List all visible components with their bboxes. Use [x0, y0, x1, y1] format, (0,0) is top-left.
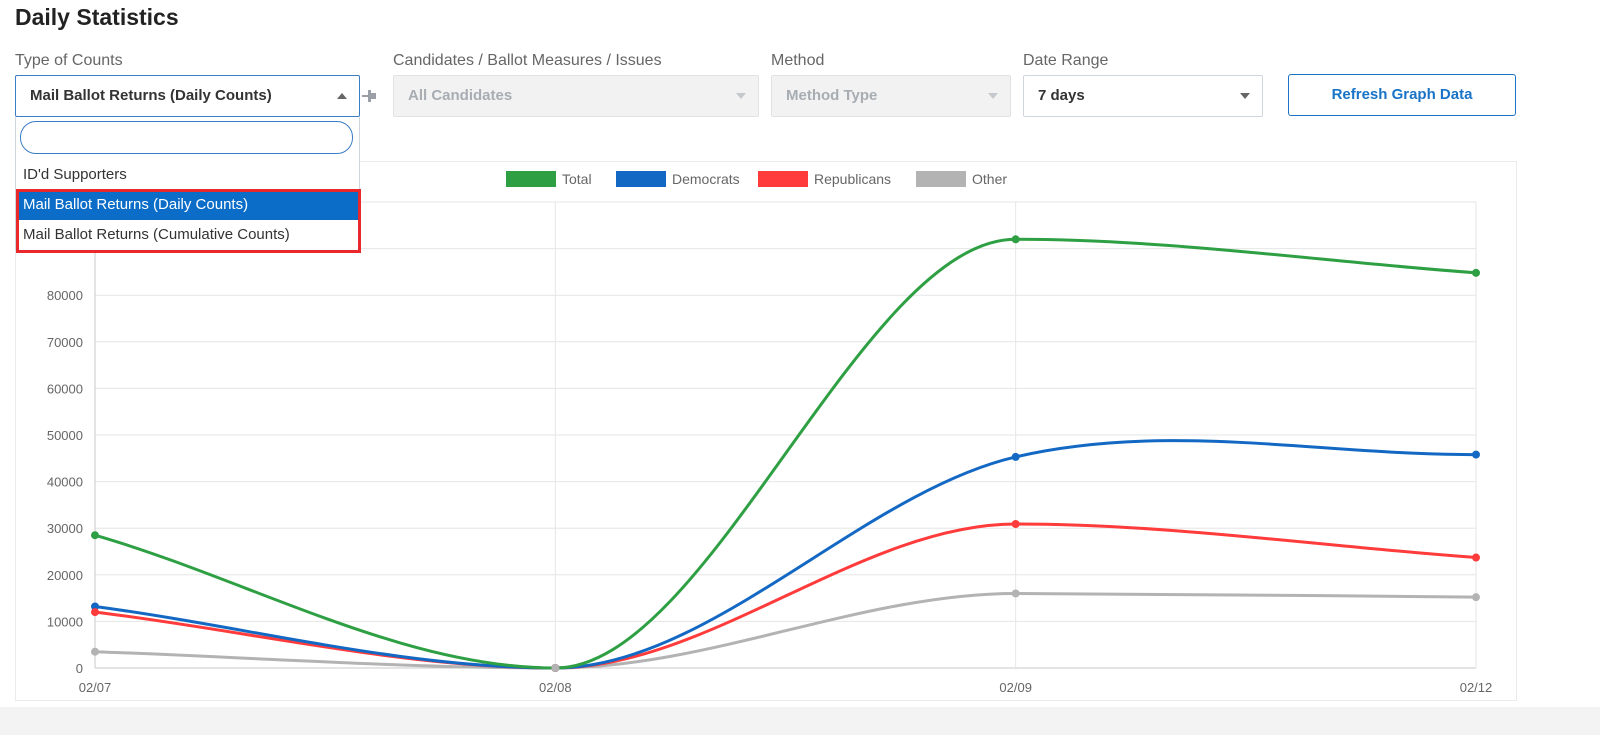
y-tick-label: 40000: [47, 475, 83, 490]
data-point: [1011, 520, 1020, 529]
x-tick-label: 02/12: [1460, 680, 1493, 695]
data-point: [1011, 589, 1020, 598]
y-tick-label: 80000: [47, 288, 83, 303]
dropdown-search-input[interactable]: [20, 121, 353, 154]
legend-swatch: [506, 171, 556, 187]
y-tick-label: 50000: [47, 428, 83, 443]
pin-icon[interactable]: [362, 89, 378, 103]
date-range-select[interactable]: 7 days: [1023, 75, 1263, 117]
legend-swatch: [758, 171, 808, 187]
legend-label: Total: [562, 171, 592, 187]
caret-up-icon: [337, 93, 347, 99]
candidates-value: All Candidates: [408, 87, 513, 104]
legend-label: Democrats: [672, 171, 740, 187]
data-point: [551, 664, 560, 672]
date-range-value: 7 days: [1038, 87, 1085, 104]
date-range-label: Date Range: [1023, 52, 1109, 69]
chevron-down-icon: [988, 93, 998, 99]
data-point: [91, 608, 99, 617]
legend-swatch: [616, 171, 666, 187]
method-select[interactable]: Method Type: [771, 75, 1011, 117]
type-of-counts-label: Type of Counts: [15, 52, 123, 69]
data-point: [1011, 452, 1020, 461]
chevron-down-icon: [1240, 93, 1250, 99]
data-point: [91, 531, 99, 540]
y-tick-label: 30000: [47, 521, 83, 536]
refresh-graph-data-button[interactable]: Refresh Graph Data: [1288, 74, 1516, 116]
data-point: [1472, 450, 1480, 459]
series-line: [94, 439, 1477, 670]
x-tick-label: 02/07: [79, 680, 112, 695]
dropdown-option[interactable]: Mail Ballot Returns (Cumulative Counts): [23, 226, 290, 243]
y-tick-label: 0: [76, 661, 83, 676]
data-point: [1472, 268, 1480, 277]
type-of-counts-dropdown: ID'd Supporters Mail Ballot Returns (Dail…: [15, 117, 360, 251]
dropdown-options: ID'd Supporters Mail Ballot Returns (Dail…: [16, 160, 359, 250]
legend-label: Other: [972, 171, 1007, 187]
bottom-bar: [0, 707, 1600, 735]
type-of-counts-select[interactable]: Mail Ballot Returns (Daily Counts): [15, 75, 360, 117]
chevron-down-icon: [736, 93, 746, 99]
series-line: [94, 237, 1477, 670]
data-point: [91, 602, 99, 611]
dropdown-option[interactable]: ID'd Supporters: [23, 166, 127, 183]
y-tick-label: 20000: [47, 568, 83, 583]
page-title: Daily Statistics: [15, 4, 179, 30]
y-tick-label: 10000: [47, 614, 83, 629]
series-line: [94, 591, 1477, 670]
method-label: Method: [771, 52, 825, 69]
data-point: [1472, 553, 1480, 562]
candidates-select[interactable]: All Candidates: [393, 75, 759, 117]
x-tick-label: 02/08: [539, 680, 572, 695]
legend-label: Republicans: [814, 171, 891, 187]
data-point: [1472, 593, 1480, 602]
x-tick-label: 02/09: [999, 680, 1032, 695]
series-line: [94, 522, 1477, 670]
legend-swatch: [916, 171, 966, 187]
candidates-label: Candidates / Ballot Measures / Issues: [393, 52, 662, 69]
dropdown-option[interactable]: Mail Ballot Returns (Daily Counts): [16, 190, 359, 220]
y-tick-label: 60000: [47, 381, 83, 396]
data-point: [1011, 235, 1020, 244]
y-tick-label: 70000: [47, 335, 83, 350]
type-of-counts-value: Mail Ballot Returns (Daily Counts): [30, 87, 272, 104]
method-value: Method Type: [786, 87, 878, 104]
data-point: [91, 647, 99, 656]
highlight-box: [16, 189, 361, 253]
